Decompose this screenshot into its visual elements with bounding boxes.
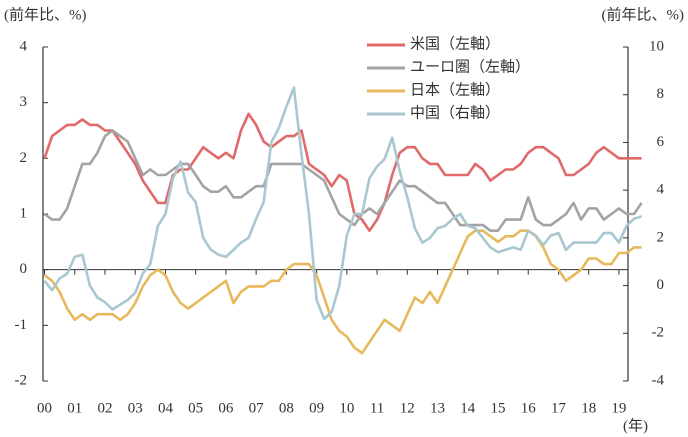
x-tick-label: 05: [188, 400, 203, 416]
x-tick-label: 03: [128, 400, 143, 416]
y2-tick-label: 6: [657, 134, 665, 150]
right-axis-label: (前年比、%): [602, 6, 685, 23]
y2-tick-label: 2: [657, 229, 665, 245]
legend-label: 日本（左軸）: [410, 81, 500, 98]
x-tick-label: 08: [279, 400, 294, 416]
x-tick-label: 11: [370, 400, 384, 416]
x-tick-label: 18: [581, 400, 596, 416]
x-tick-label: 16: [521, 400, 537, 416]
y-tick-label: -2: [15, 372, 28, 388]
x-tick-label: 02: [97, 400, 112, 416]
series-line: [43, 86, 642, 321]
x-unit-label: (年): [623, 417, 648, 434]
y2-tick-label: -2: [652, 325, 665, 341]
x-tick-label: 06: [218, 400, 234, 416]
y2-tick-label: 10: [649, 38, 664, 54]
legend-label: 中国（右軸）: [410, 104, 500, 121]
y2-tick-label: 0: [657, 277, 665, 293]
x-tick-label: 15: [491, 400, 506, 416]
x-tick-label: 19: [611, 400, 626, 416]
legend-label: ユーロ圏（左軸）: [410, 58, 530, 75]
x-tick-label: 10: [339, 400, 354, 416]
series-line: [43, 229, 642, 355]
legend-label: 米国（左軸）: [410, 35, 500, 52]
y-tick-label: 1: [20, 205, 28, 221]
series-line: [43, 112, 642, 232]
x-tick-label: 09: [309, 400, 324, 416]
x-tick-label: 07: [249, 400, 265, 416]
y-tick-label: -1: [15, 317, 28, 333]
y-tick-label: 0: [20, 261, 28, 277]
y-tick-label: 2: [20, 150, 28, 166]
y2-tick-label: 8: [657, 86, 665, 102]
series-line: [43, 129, 643, 232]
x-tick-label: 00: [37, 400, 52, 416]
x-tick-label: 04: [158, 400, 174, 416]
y2-tick-label: 4: [657, 182, 665, 198]
x-tick-label: 12: [400, 400, 415, 416]
left-axis-label: (前年比、%): [4, 6, 87, 23]
y-tick-label: 3: [20, 94, 28, 110]
x-tick-label: 17: [551, 400, 567, 416]
x-tick-label: 01: [67, 400, 82, 416]
y2-tick-label: -4: [652, 372, 665, 388]
x-tick-label: 14: [460, 400, 476, 416]
x-tick-label: 13: [430, 400, 445, 416]
y-tick-label: 4: [20, 38, 28, 54]
